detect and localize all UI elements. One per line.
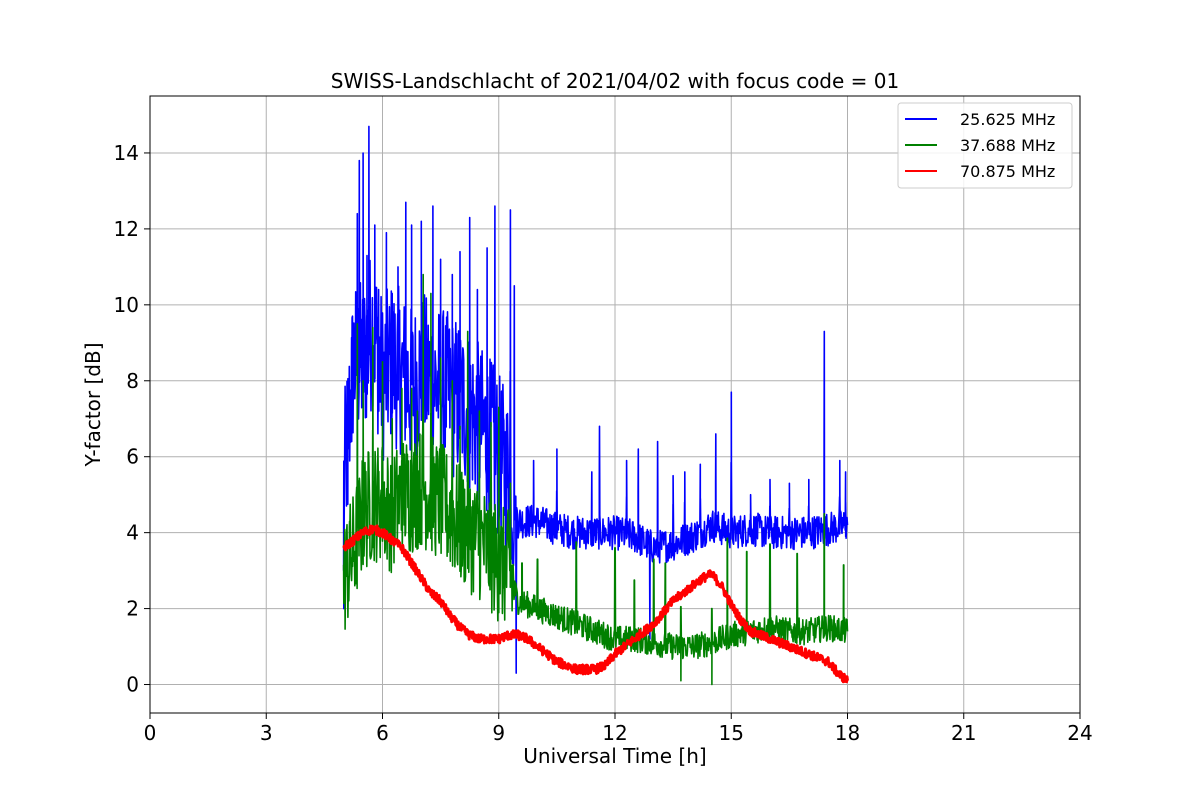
- x-axis-label: Universal Time [h]: [523, 744, 706, 768]
- y-tick-label: 4: [126, 521, 139, 545]
- legend-label: 70.875 MHz: [960, 162, 1055, 181]
- x-tick-label: 6: [376, 721, 389, 745]
- y-tick-label: 2: [126, 597, 139, 621]
- y-tick-label: 0: [126, 673, 139, 697]
- x-tick-label: 21: [951, 721, 976, 745]
- series-line-70-875-mhz: [342, 524, 849, 684]
- x-tick-label: 12: [602, 721, 627, 745]
- y-axis-label: Y-factor [dB]: [81, 342, 105, 467]
- y-tick-label: 6: [126, 445, 139, 469]
- legend-box: [897, 102, 1073, 189]
- plot-series: [342, 125, 849, 686]
- y-tick-label: 12: [114, 217, 139, 241]
- legend-label: 25.625 MHz: [960, 110, 1055, 129]
- x-tick-label: 3: [260, 721, 273, 745]
- y-tick-label: 8: [126, 369, 139, 393]
- x-tick-label: 15: [719, 721, 744, 745]
- legend-label: 37.688 MHz: [960, 136, 1055, 155]
- y-tick-label: 14: [114, 141, 139, 165]
- x-tick-label: 0: [144, 721, 157, 745]
- legend: 25.625 MHz 37.688 MHz 70.875 MHz: [897, 102, 1073, 189]
- x-tick-label: 24: [1067, 721, 1092, 745]
- x-tick-label: 9: [492, 721, 505, 745]
- y-tick-label: 10: [114, 293, 139, 317]
- chart-title: SWISS-Landschlacht of 2021/04/02 with fo…: [331, 69, 899, 93]
- x-tick-label: 18: [835, 721, 860, 745]
